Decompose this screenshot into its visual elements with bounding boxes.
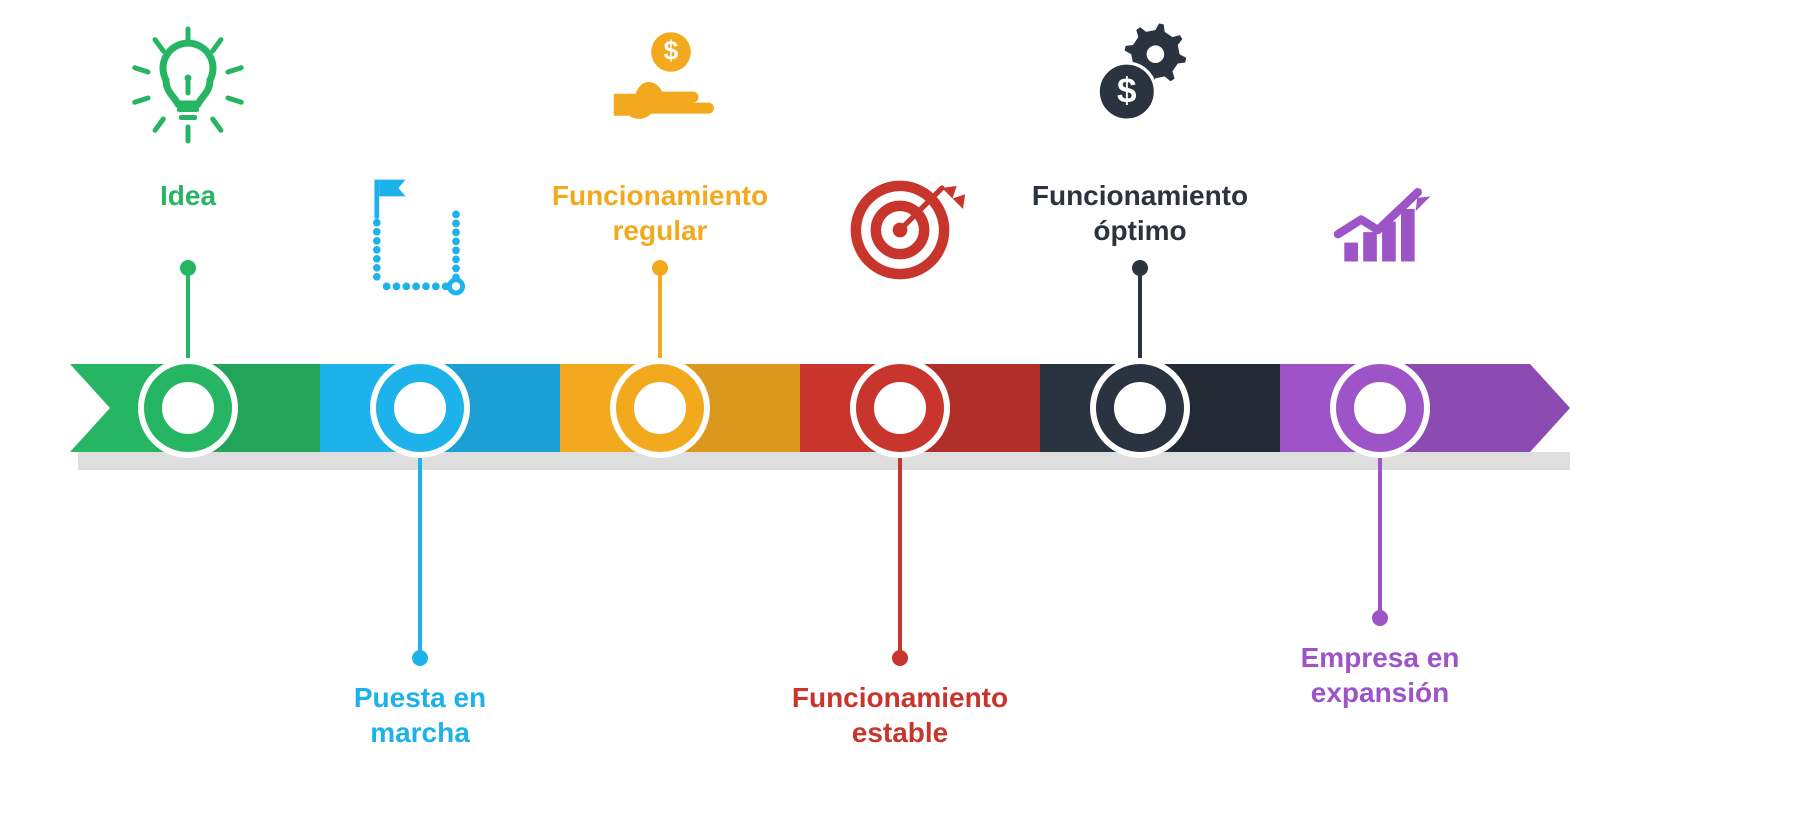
gear-coin-icon: $ [1098,23,1186,120]
label-optimal: Funcionamiento óptimo [1010,178,1270,248]
growth-chart-icon [1338,192,1430,261]
timeline-infographic: $ $ Idea Puesta en marcha Funcionamiento re… [0,0,1800,820]
label-launch: Puesta en marcha [290,680,550,750]
svg-text:$: $ [1117,72,1137,111]
label-idea: Idea [58,178,318,213]
label-regular: Funcionamiento regular [530,178,790,248]
target-icon [856,186,965,274]
svg-text:$: $ [664,36,679,66]
route-flag-icon [373,180,463,293]
hand-coin-icon: $ [614,32,714,119]
lightbulb-icon [135,29,242,141]
label-stable: Funcionamiento estable [770,680,1030,750]
arrow-shadow [78,452,1570,470]
label-expansion: Empresa en expansión [1250,640,1510,710]
